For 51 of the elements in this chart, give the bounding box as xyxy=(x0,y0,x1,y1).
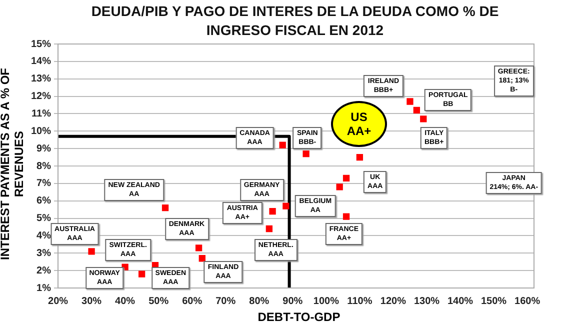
x-tick-label: 150% xyxy=(480,296,507,307)
point xyxy=(342,174,350,182)
y-tick-label: 13% xyxy=(31,74,52,85)
point xyxy=(198,255,206,262)
point xyxy=(413,106,420,114)
x-tick-label: 100% xyxy=(313,296,340,307)
y-tick-label: 9% xyxy=(36,143,52,154)
y-tick-label: 7% xyxy=(36,178,52,190)
y-tick-label: 10% xyxy=(31,126,52,137)
point xyxy=(88,248,95,255)
point xyxy=(420,116,427,122)
x-tick-label: 80% xyxy=(249,296,270,307)
point xyxy=(406,98,414,105)
point xyxy=(342,213,350,220)
y-tick-label: 2% xyxy=(36,265,52,276)
point xyxy=(269,208,276,215)
x-tick-label: 30% xyxy=(82,296,102,307)
point xyxy=(356,154,364,161)
x-tick-label: 60% xyxy=(182,296,202,307)
x-tick-label: 20% xyxy=(48,296,68,307)
point xyxy=(195,244,202,252)
x-tick-label: 120% xyxy=(380,296,406,307)
y-tick-label: 3% xyxy=(36,248,52,259)
point xyxy=(162,204,169,212)
y-tick-label: 15% xyxy=(31,38,52,50)
annotation: US AA+ xyxy=(331,101,388,148)
point xyxy=(138,270,146,278)
x-axis-title: DEBT-TO-GDP xyxy=(256,310,342,324)
y-tick-label: 5% xyxy=(36,213,52,224)
x-tick-label: 160% xyxy=(514,296,540,307)
point xyxy=(336,184,343,190)
x-tick-label: 140% xyxy=(447,296,474,307)
point xyxy=(302,150,310,158)
x-tick-label: 70% xyxy=(216,296,236,307)
x-tick-label: 40% xyxy=(115,296,136,307)
x-tick-label: 90% xyxy=(282,296,303,307)
y-tick-label: 11% xyxy=(32,108,52,120)
y-tick-label: 8% xyxy=(36,160,52,172)
x-tick-label: 130% xyxy=(414,296,440,307)
x-tick-label: 110% xyxy=(347,296,372,307)
y-tick-label: 12% xyxy=(31,91,52,102)
y-tick-label: 6% xyxy=(36,196,52,207)
y-tick-label: 4% xyxy=(36,230,52,242)
point xyxy=(282,202,290,210)
y-tick-label: 14% xyxy=(31,56,52,68)
chart-title: DEUDA/PIB Y PAGO DE INTERES DE LA DEUDA COMO % DE INGRESO FISCAL EN 2012 xyxy=(90,2,500,40)
y-axis-title: INTEREST PAYMENTS AS A % OF REVENUES xyxy=(0,66,26,262)
y-tick-label: 1% xyxy=(36,282,52,294)
point xyxy=(266,225,273,232)
x-tick-label: 50% xyxy=(148,296,169,307)
point xyxy=(279,142,286,148)
